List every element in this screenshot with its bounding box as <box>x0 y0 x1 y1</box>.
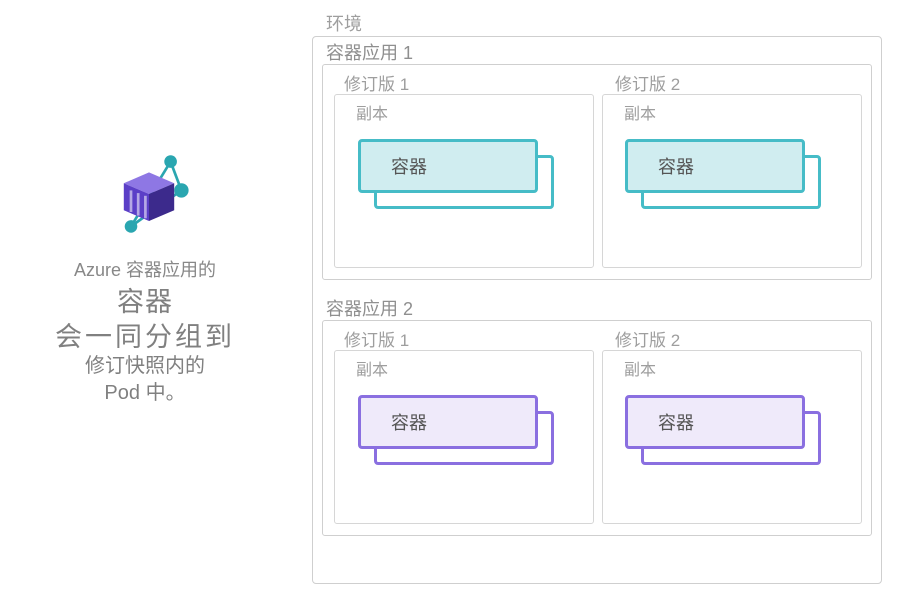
container-card-front: 容器 <box>358 139 538 193</box>
container-card-front: 容器 <box>625 395 805 449</box>
caption-line-2: 容器 <box>0 284 290 320</box>
container-stack: 容器 <box>358 139 558 214</box>
container-card-front: 容器 <box>358 395 538 449</box>
replica-label: 副本 <box>356 100 388 124</box>
container-app-label: 容器应用 2 <box>326 295 413 321</box>
replica-label: 副本 <box>624 356 656 380</box>
azure-container-apps-icon <box>104 149 194 239</box>
revision-label: 修订版 1 <box>344 70 409 95</box>
container-stack: 容器 <box>625 139 825 214</box>
caption-line-5: Pod 中。 <box>0 380 290 407</box>
replica-label: 副本 <box>624 100 656 124</box>
revision-label: 修订版 2 <box>615 70 680 95</box>
container-stack: 容器 <box>358 395 558 470</box>
caption-line-4: 修订快照内的 <box>0 353 290 380</box>
caption-line-3: 会一同分组到 <box>0 319 290 355</box>
container-stack: 容器 <box>625 395 825 470</box>
replica-label: 副本 <box>356 356 388 380</box>
revision-label: 修订版 2 <box>615 326 680 351</box>
revision-label: 修订版 1 <box>344 326 409 351</box>
container-card-front: 容器 <box>625 139 805 193</box>
environment-label: 环境 <box>326 10 362 36</box>
container-app-label: 容器应用 1 <box>326 39 413 65</box>
caption-line-1: Azure 容器应用的 <box>0 258 290 282</box>
canvas: Azure 容器应用的 容器 会一同分组到 修订快照内的 Pod 中。 环境 容… <box>0 0 900 597</box>
